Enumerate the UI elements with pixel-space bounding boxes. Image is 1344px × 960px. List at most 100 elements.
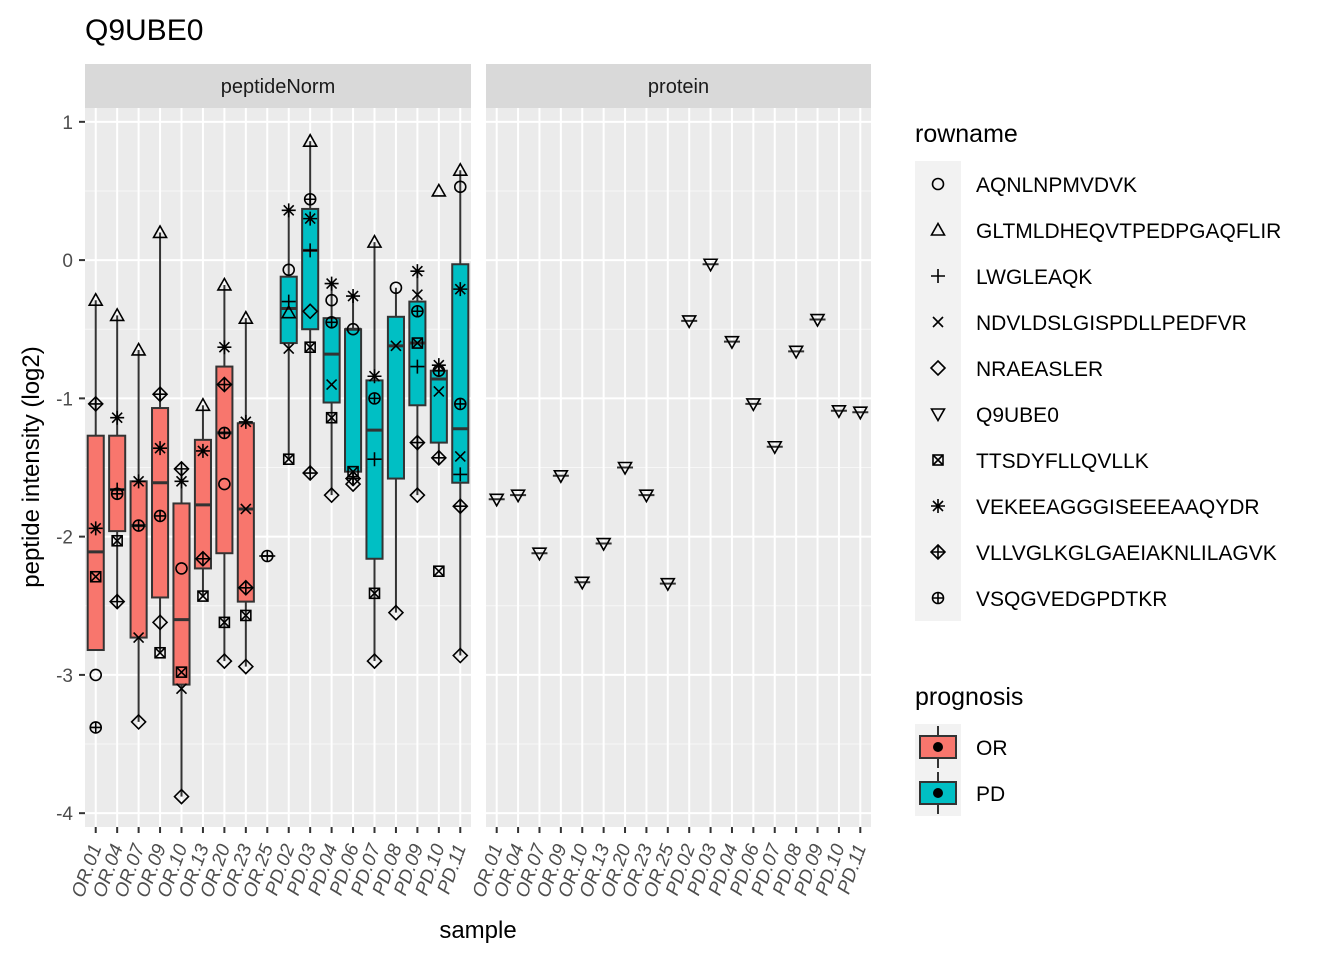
data-point-vllvglkglgaeiaknlilagvk [151, 386, 169, 403]
data-point-q9ube0 [831, 405, 847, 419]
box-body [129, 480, 148, 639]
data-point-lwgleaqk [410, 359, 425, 374]
data-point-ttsdyfllqvllk [218, 616, 231, 629]
data-point-nraeasler [409, 487, 426, 504]
legend-key-circle [931, 177, 945, 191]
data-point-vsqgvedgpdtkr [89, 721, 103, 734]
data-point-lwgleaqk [110, 482, 125, 497]
data-point-aqnlnpmvdvk [325, 293, 338, 307]
data-point-q9ube0 [531, 547, 548, 562]
legend: rowname AQNLNPMVDVK GLTMLDHEQVTPEDPGAQFLIR… [915, 120, 1281, 816]
legend-key-diamond [929, 359, 947, 377]
data-point-gltmldheqvtpedpgaqflir [87, 292, 104, 306]
data-point-ndvldslgispdllpedfvr [175, 683, 188, 695]
y-tick-label: -3 [56, 666, 73, 687]
data-point-ttsdyfllqvllk [154, 646, 166, 659]
data-point-nraeasler [173, 788, 190, 805]
legend-key-diamond-plus [929, 543, 947, 561]
data-point-vllvglkglgaeiaknlilagvk [452, 498, 469, 515]
data-point-q9ube0 [488, 493, 505, 508]
data-point-gltmldheqvtpedpgaqflir [237, 310, 254, 324]
data-point-aqnlnpmvdvk [175, 562, 188, 575]
data-point-ndvldslgispdllpedfvr [390, 340, 402, 352]
data-point-ttsdyfllqvllk [411, 337, 424, 349]
box-body [365, 379, 384, 560]
facet-strip-label: peptideNorm [221, 76, 336, 98]
data-point-ndvldslgispdllpedfvr [454, 450, 466, 463]
legend-entry-label: PD [976, 783, 1005, 806]
data-point-vsqgvedgpdtkr [453, 397, 467, 411]
data-point-vllvglkglgaeiaknlilagvk [87, 395, 104, 413]
data-point-ttsdyfllqvllk [240, 609, 252, 622]
data-point-gltmldheqvtpedpgaqflir [109, 307, 126, 322]
legend-entry-label: AQNLNPMVDVK [976, 174, 1137, 197]
data-point-vllvglkglgaeiaknlilagvk [237, 579, 254, 596]
data-point-q9ube0 [681, 315, 698, 330]
data-point-vllvglkglgaeiaknlilagvk [216, 376, 233, 393]
data-point-vsqgvedgpdtkr [260, 549, 274, 563]
box-body [429, 369, 448, 444]
data-point-aqnlnpmvdvk [218, 477, 231, 491]
data-point-nraeasler [452, 647, 469, 664]
legend-key-triangle-down [930, 408, 946, 423]
data-point-ttsdyfllqvllk [304, 341, 316, 354]
data-point-vekeeagggiseeeaaqydr [367, 369, 382, 384]
data-point-ttsdyfllqvllk [282, 453, 295, 466]
y-tick-label: -4 [56, 804, 73, 825]
data-point-nraeasler [302, 303, 319, 320]
data-point-aqnlnpmvdvk [89, 668, 103, 682]
box-body [215, 365, 234, 555]
data-point-vsqgvedgpdtkr [303, 192, 317, 206]
data-point-q9ube0 [852, 406, 869, 421]
data-point-q9ube0 [638, 489, 655, 504]
box-body [451, 263, 470, 484]
data-point-aqnlnpmvdvk [389, 281, 403, 295]
data-point-vsqgvedgpdtkr [218, 426, 231, 440]
box-body [408, 300, 427, 407]
data-point-ttsdyfllqvllk [325, 411, 338, 424]
legend-entry-label: Q9UBE0 [976, 404, 1059, 427]
legend-entry-label: GLTMLDHEQVTPEDPGAQFLIR [976, 220, 1281, 243]
data-point-q9ube0 [595, 537, 612, 552]
data-point-vekeeagggiseeeaaqydr [195, 443, 210, 458]
data-point-nraeasler [323, 487, 340, 504]
facet-protein: proteinOR.01OR.04OR.07OR.09OR.10OR.13OR.… [469, 64, 871, 900]
legend-key-triangle-up [930, 221, 946, 236]
data-point-nraeasler [130, 713, 147, 731]
data-point-vsqgvedgpdtkr [153, 509, 167, 523]
box-body [172, 502, 191, 686]
box-body [322, 317, 341, 404]
data-point-q9ube0 [702, 258, 719, 273]
data-point-ndvldslgispdllpedfvr [133, 632, 145, 644]
box-body [236, 422, 255, 603]
data-point-vekeeagggiseeeaaqydr [281, 203, 296, 218]
data-point-vekeeagggiseeeaaqydr [324, 276, 339, 291]
data-point-ndvldslgispdllpedfvr [240, 503, 252, 515]
legend-key-plus [931, 269, 945, 283]
data-point-vllvglkglgaeiaknlilagvk [194, 550, 212, 567]
data-point-lwgleaqk [453, 467, 468, 482]
data-point-q9ube0 [552, 469, 569, 484]
legend-key-cross [932, 316, 944, 328]
legend-key-circle-plus [931, 591, 945, 605]
legend-entry-label: VLLVGLKGLGAEIAKNLILAGVK [976, 542, 1277, 565]
data-point-vsqgvedgpdtkr [432, 364, 446, 378]
facet-strip [486, 64, 871, 108]
data-point-vllvglkglgaeiaknlilagvk [109, 593, 126, 610]
data-point-q9ube0 [724, 335, 740, 350]
data-point-lwgleaqk [367, 452, 382, 467]
data-point-aqnlnpmvdvk [282, 263, 296, 277]
data-point-q9ube0 [659, 577, 676, 592]
data-point-nraeasler [151, 614, 169, 631]
facet-peptideNorm: peptideNorm10-1-2-3-4OR.01OR.04OR.07OR.0… [56, 64, 471, 900]
data-point-ttsdyfllqvllk [89, 570, 102, 583]
facets: peptideNorm10-1-2-3-4OR.01OR.04OR.07OR.0… [56, 64, 871, 900]
y-axis-label: peptide intensity (log2) [18, 346, 45, 587]
data-point-vekeeagggiseeeaaqydr [131, 474, 146, 489]
data-point-gltmldheqvtpedpgaqflir [216, 276, 233, 291]
legend-entry-label: NDVLDSLGISPDLLPEDFVR [976, 312, 1247, 335]
data-point-ndvldslgispdllpedfvr [433, 385, 445, 398]
data-point-gltmldheqvtpedpgaqflir [195, 397, 211, 412]
data-point-ttsdyfllqvllk [197, 590, 209, 602]
